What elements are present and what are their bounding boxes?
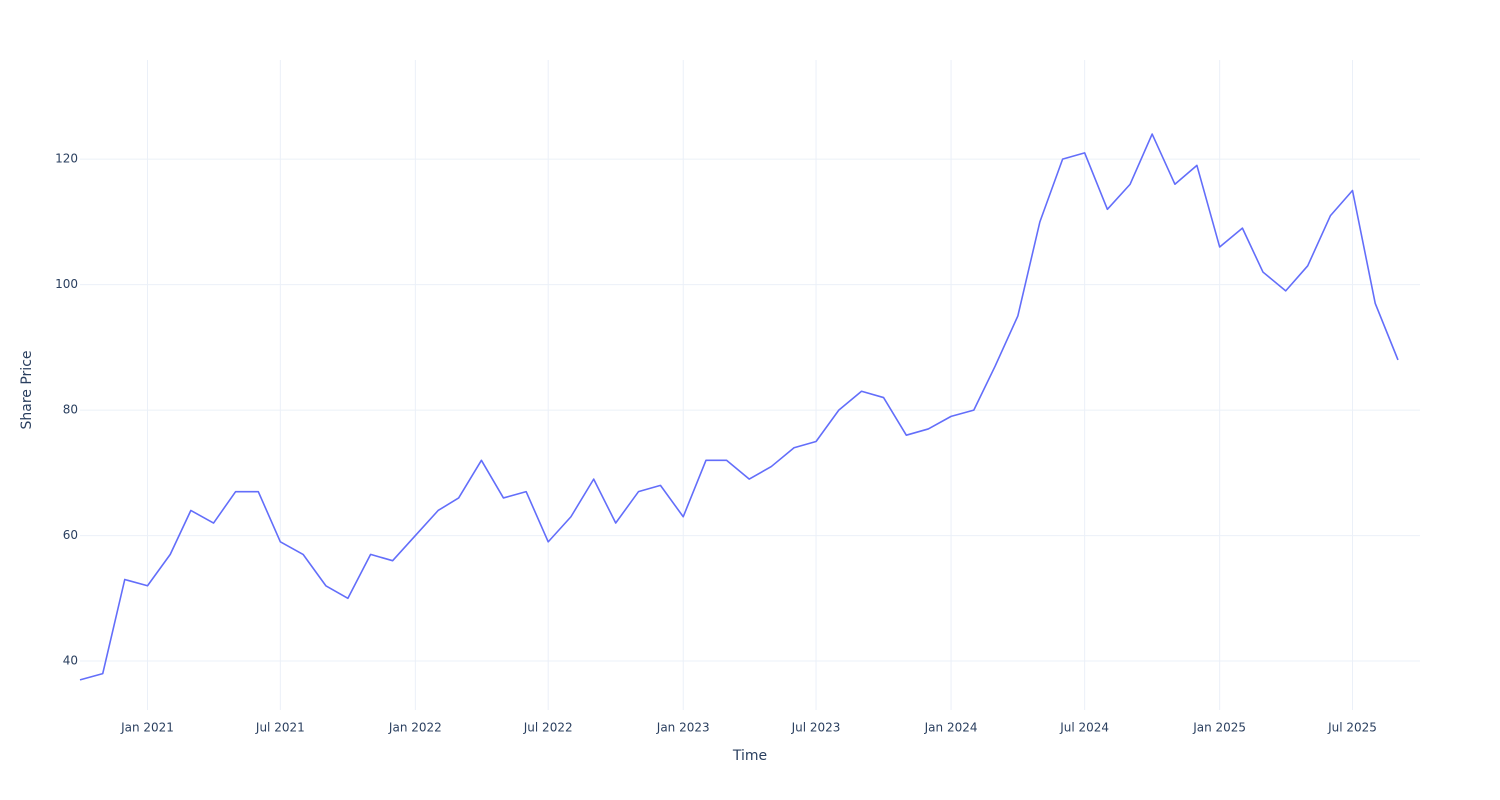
y-axis-title: Share Price bbox=[19, 350, 35, 429]
x-tick-label: Jan 2021 bbox=[120, 721, 174, 735]
x-tick-label: Jan 2022 bbox=[388, 721, 442, 735]
y-tick-label: 40 bbox=[63, 654, 78, 668]
x-tick-label: Jul 2025 bbox=[1327, 721, 1377, 735]
y-tick-label: 120 bbox=[55, 152, 78, 166]
x-tick-label: Jul 2022 bbox=[523, 721, 573, 735]
x-tick-label: Jan 2023 bbox=[656, 721, 710, 735]
y-tick-label: 80 bbox=[63, 403, 78, 417]
y-tick-label: 60 bbox=[63, 528, 78, 542]
x-tick-label: Jul 2021 bbox=[255, 721, 305, 735]
y-tick-label: 100 bbox=[55, 277, 78, 291]
x-tick-label: Jan 2025 bbox=[1192, 721, 1246, 735]
x-tick-label: Jul 2023 bbox=[791, 721, 841, 735]
price-line bbox=[79, 133, 1399, 681]
x-axis-title: Time bbox=[732, 748, 767, 764]
x-tick-label: Jul 2024 bbox=[1059, 721, 1109, 735]
x-tick-label: Jan 2024 bbox=[924, 721, 978, 735]
